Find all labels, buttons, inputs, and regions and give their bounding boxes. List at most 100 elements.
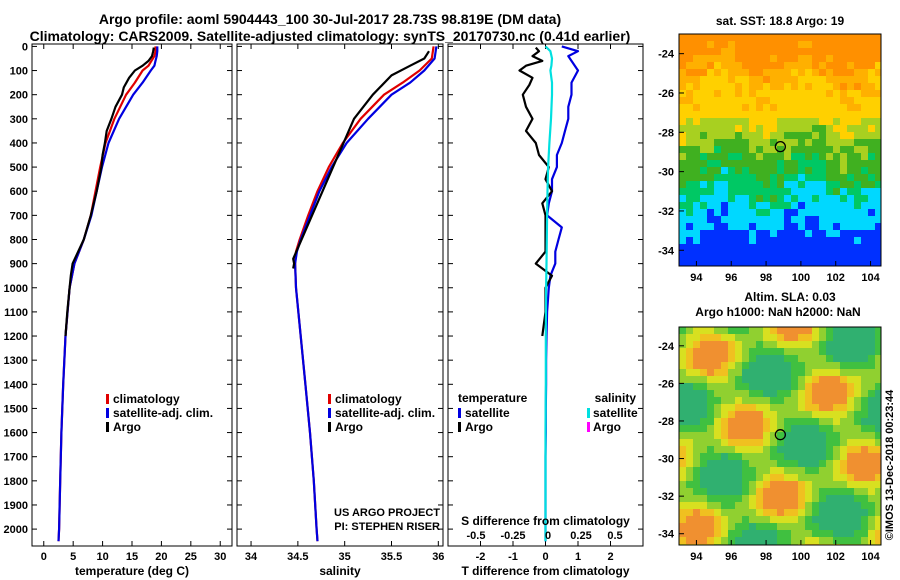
map-cell <box>742 390 749 397</box>
map-cell <box>756 383 763 390</box>
map-cell <box>749 397 756 404</box>
map-cell <box>861 209 868 216</box>
map-cell <box>728 495 735 502</box>
map-cell <box>770 537 777 544</box>
map-cell <box>791 397 798 404</box>
map-cell <box>854 460 861 467</box>
map-cell <box>826 362 833 369</box>
map-cell <box>847 76 854 83</box>
map-cell <box>686 495 693 502</box>
temperature-xlabel: temperature (deg C) <box>75 564 189 578</box>
map-cell <box>854 188 861 195</box>
map-cell <box>840 362 847 369</box>
map-cell <box>833 146 840 153</box>
depth-tick-label: 200 <box>10 90 28 102</box>
map-cell <box>735 446 742 453</box>
map-cell <box>812 153 819 160</box>
map-cell <box>693 516 700 523</box>
map-cell <box>805 474 812 481</box>
map-cell <box>735 481 742 488</box>
map-cell <box>679 362 686 369</box>
map-cell <box>714 453 721 460</box>
map-cell <box>721 348 728 355</box>
map-cell <box>777 41 784 48</box>
map-cell <box>875 209 881 216</box>
map-cell <box>756 509 763 516</box>
map-cell <box>868 432 875 439</box>
map-cell <box>854 334 861 341</box>
map-cell <box>735 348 742 355</box>
map-cell <box>805 83 812 90</box>
map-cell <box>679 41 686 48</box>
map-cell <box>714 195 721 202</box>
map-cell <box>791 237 798 244</box>
map-cell <box>693 230 700 237</box>
map-cell <box>805 481 812 488</box>
map-cell <box>819 383 826 390</box>
map-cell <box>812 446 819 453</box>
map-cell <box>756 146 763 153</box>
diff-top-xtick-label: 0 <box>545 530 551 542</box>
map-cell <box>721 174 728 181</box>
temperature-xtick-label: 0 <box>41 551 47 563</box>
map-cell <box>721 251 728 258</box>
salinity-legend-label: climatology <box>335 392 402 406</box>
map-cell <box>826 62 833 69</box>
map-cell <box>686 97 693 104</box>
map-cell <box>756 418 763 425</box>
map-cell <box>812 481 819 488</box>
map-cell <box>861 104 868 111</box>
map-cell <box>819 488 826 495</box>
map-cell <box>833 41 840 48</box>
map-cell <box>805 327 812 334</box>
map-cell <box>763 167 770 174</box>
map-cell <box>693 348 700 355</box>
map-cell <box>826 481 833 488</box>
map-cell <box>875 348 881 355</box>
map-cell <box>693 125 700 132</box>
map-cell <box>679 383 686 390</box>
map-cell <box>721 153 728 160</box>
map-cell <box>770 223 777 230</box>
map-cell <box>875 188 881 195</box>
map-cell <box>749 55 756 62</box>
map-cell <box>868 418 875 425</box>
map-cell <box>749 41 756 48</box>
map-cell <box>861 432 868 439</box>
map-cell <box>749 474 756 481</box>
map-cell <box>700 453 707 460</box>
map-cell <box>679 181 686 188</box>
map-cell <box>784 223 791 230</box>
map-cell <box>854 223 861 230</box>
map-cell <box>707 348 714 355</box>
map-cell <box>791 530 798 537</box>
map-cell <box>749 90 756 97</box>
map-cell <box>700 244 707 251</box>
map-cell <box>798 118 805 125</box>
map-cell <box>826 209 833 216</box>
map-cell <box>791 125 798 132</box>
map-cell <box>798 397 805 404</box>
map-cell <box>798 216 805 223</box>
map-cell <box>714 383 721 390</box>
map-cell <box>763 174 770 181</box>
map-cell <box>791 432 798 439</box>
map-cell <box>700 530 707 537</box>
map-cell <box>707 334 714 341</box>
map-cell <box>784 481 791 488</box>
map-cell <box>777 537 784 544</box>
map-cell <box>742 481 749 488</box>
map-cell <box>784 383 791 390</box>
map-cell <box>798 376 805 383</box>
map-cell <box>805 132 812 139</box>
map-cell <box>721 97 728 104</box>
map-cell <box>819 446 826 453</box>
map-cell <box>707 181 714 188</box>
map-cell <box>756 195 763 202</box>
map-cell <box>749 111 756 118</box>
map-cell <box>868 209 875 216</box>
map-cell <box>728 530 735 537</box>
map-cell <box>847 83 854 90</box>
map-cell <box>868 516 875 523</box>
map-cell <box>714 530 721 537</box>
